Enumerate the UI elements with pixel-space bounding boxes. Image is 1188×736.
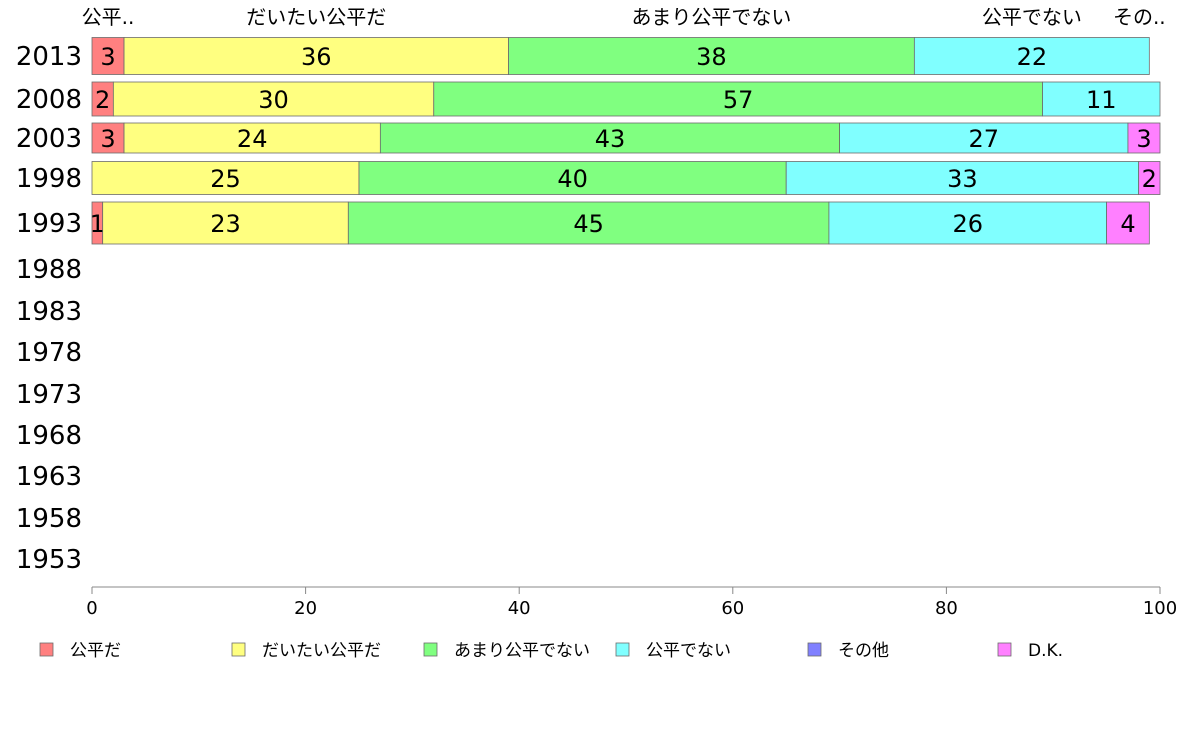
bar-value-label: 40 <box>557 165 588 193</box>
legend-label: その他 <box>838 641 889 661</box>
bar-value-label: 11 <box>1086 86 1117 114</box>
series-top-label: 公平でない <box>982 5 1082 29</box>
y-tick-label: 1958 <box>16 504 82 534</box>
x-tick-label: 0 <box>86 598 97 619</box>
x-tick-label: 20 <box>294 598 317 619</box>
series-top-label: あまり公平でない <box>631 5 791 29</box>
bar-value-label: 30 <box>258 86 289 114</box>
y-tick-label: 1998 <box>16 164 82 194</box>
legend-swatch <box>807 642 822 657</box>
bar-segment <box>913 37 1150 75</box>
x-tick-label: 80 <box>935 598 958 619</box>
bar-value-label: 2 <box>95 86 110 114</box>
bar-value-label: 25 <box>210 165 241 193</box>
bar-value-label: 57 <box>723 86 754 114</box>
bar-value-label: 38 <box>696 43 727 71</box>
legend-swatch <box>615 642 630 657</box>
series-top-label: その.. <box>1113 5 1166 29</box>
bar-segment <box>828 201 1107 245</box>
bar-segment <box>839 122 1129 154</box>
bar-value-label: 1 <box>90 210 105 238</box>
bar-segment <box>91 161 360 195</box>
bar-segment <box>347 201 830 245</box>
bar-segment <box>379 122 840 154</box>
series-top-label: 公平.. <box>82 5 135 29</box>
bar-value-label: 24 <box>237 125 268 153</box>
y-tick-label: 1953 <box>16 545 82 575</box>
bar-value-label: 3 <box>100 125 115 153</box>
bar-segment <box>1042 81 1161 117</box>
y-tick-label: 1963 <box>16 462 82 492</box>
bar-segment <box>358 161 787 195</box>
bar-value-label: 36 <box>301 43 332 71</box>
bar-value-label: 3 <box>100 43 115 71</box>
legend-label: D.K. <box>1028 641 1063 661</box>
bar-segment <box>102 201 349 245</box>
bar-value-label: 4 <box>1120 210 1135 238</box>
legend-label: あまり公平でない <box>454 641 590 661</box>
bar-value-label: 22 <box>1017 43 1048 71</box>
bar-value-label: 43 <box>595 125 626 153</box>
bar-segment <box>91 122 125 154</box>
bar-value-label: 3 <box>1136 125 1151 153</box>
x-tick-label: 60 <box>721 598 744 619</box>
y-tick-label: 1983 <box>16 297 82 327</box>
x-tick-label: 100 <box>1143 598 1177 619</box>
bar-segment <box>433 81 1043 117</box>
bar-value-label: 45 <box>573 210 604 238</box>
x-tick-label: 40 <box>508 598 531 619</box>
y-tick-label: 1993 <box>16 209 82 239</box>
bar-segment <box>508 37 915 75</box>
legend-swatch <box>997 642 1012 657</box>
y-tick-label: 1988 <box>16 255 82 285</box>
y-tick-label: 1973 <box>16 380 82 410</box>
legend-label: 公平だ <box>70 641 121 661</box>
bar-value-label: 23 <box>210 210 241 238</box>
y-tick-label: 2008 <box>16 85 82 115</box>
bar-value-label: 27 <box>969 125 1000 153</box>
legend-swatch <box>39 642 54 657</box>
legend-swatch <box>231 642 246 657</box>
legend-swatch <box>423 642 438 657</box>
series-top-label: だいたい公平だ <box>246 5 386 29</box>
bar-segment <box>785 161 1140 195</box>
bar-segment <box>123 37 509 75</box>
bar-segment <box>112 81 435 117</box>
bar-segment <box>1127 122 1161 154</box>
y-tick-label: 2003 <box>16 124 82 154</box>
bar-value-label: 33 <box>947 165 978 193</box>
bar-segment <box>1138 161 1161 195</box>
y-tick-label: 1968 <box>16 421 82 451</box>
bar-value-label: 26 <box>952 210 983 238</box>
y-tick-label: 1978 <box>16 338 82 368</box>
bar-segment <box>91 37 125 75</box>
bar-segment <box>123 122 381 154</box>
legend-label: 公平でない <box>646 641 731 661</box>
legend-label: だいたい公平だ <box>262 641 381 661</box>
bar-value-label: 2 <box>1142 165 1157 193</box>
bar-segment <box>1106 201 1150 245</box>
y-tick-label: 2013 <box>16 42 82 72</box>
